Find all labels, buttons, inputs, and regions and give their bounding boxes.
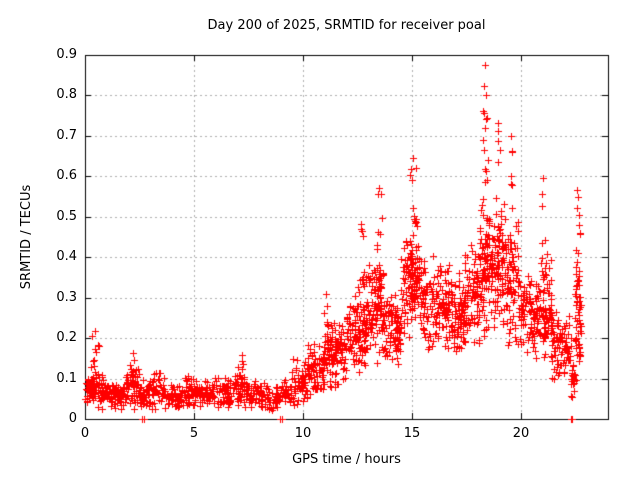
x-tick-label: 10 bbox=[294, 426, 312, 441]
y-tick-label: 0.7 bbox=[56, 128, 77, 143]
y-tick-label: 0.8 bbox=[56, 87, 77, 102]
y-tick-label: 0 bbox=[68, 411, 77, 426]
y-tick-label: 0.5 bbox=[56, 209, 77, 224]
y-tick-label: 0.6 bbox=[56, 168, 77, 183]
x-tick-label: 0 bbox=[80, 426, 90, 441]
x-axis-title: GPS time / hours bbox=[292, 452, 401, 467]
y-tick-label: 0.2 bbox=[56, 330, 77, 345]
y-tick-label: 0.1 bbox=[56, 371, 77, 386]
y-tick-label: 0.3 bbox=[56, 290, 77, 305]
x-tick-label: 5 bbox=[189, 426, 199, 441]
chart-title: Day 200 of 2025, SRMTID for receiver poa… bbox=[207, 18, 486, 33]
y-tick-label: 0.4 bbox=[56, 249, 77, 264]
x-tick-label: 15 bbox=[403, 426, 421, 441]
x-tick-label: 20 bbox=[512, 426, 530, 441]
y-axis-title-text: SRMTID / TECUs bbox=[18, 184, 34, 290]
y-tick-label: 0.9 bbox=[56, 47, 77, 62]
